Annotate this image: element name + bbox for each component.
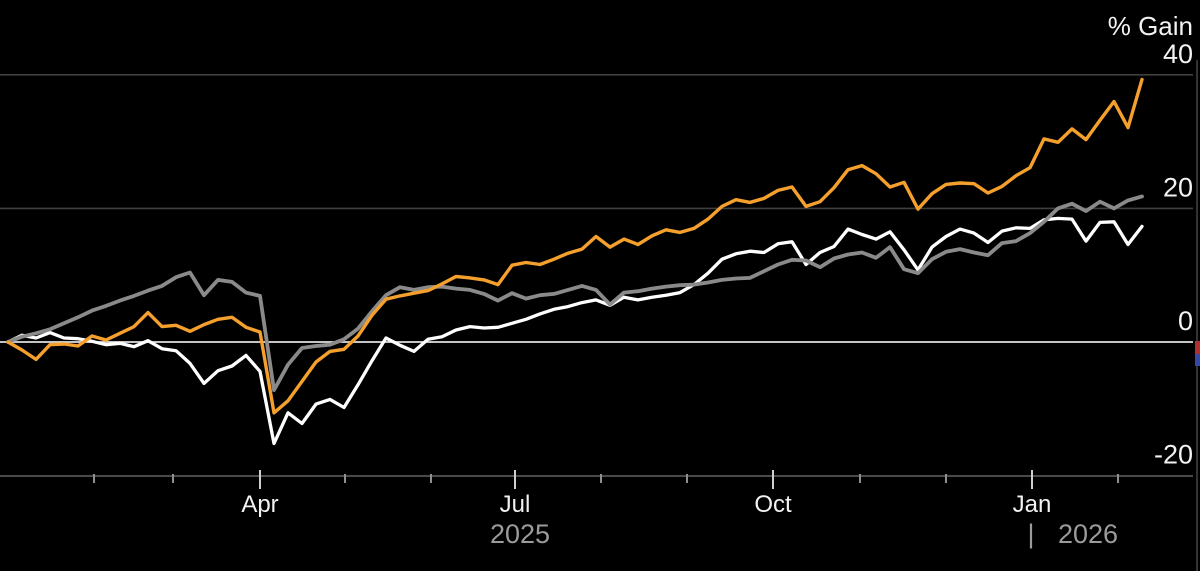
x-month-label-Apr: Apr (241, 491, 278, 518)
y-tick-label-40: 40 (1163, 39, 1193, 69)
y-tick-label-0: 0 (1178, 306, 1193, 336)
right-edge-red-marker-icon (1195, 341, 1200, 354)
y-axis-title: % Gain (1108, 11, 1193, 41)
x-year-label-2025: 2025 (490, 519, 550, 549)
series-line-white (6, 216, 1144, 446)
x-month-label-Jan: Jan (1013, 491, 1052, 518)
x-month-label-Jul: Jul (500, 491, 531, 518)
series-line-gray (6, 194, 1144, 393)
y-tick-label--20: -20 (1154, 440, 1193, 470)
x-year-label-2026: 2026 (1058, 519, 1118, 549)
series-line-orange (6, 77, 1144, 415)
x-month-label-Oct: Oct (754, 491, 792, 518)
right-edge-blue-marker-icon (1195, 354, 1200, 366)
y-tick-label-20: 20 (1163, 172, 1193, 202)
x-year-label-|: | (1027, 519, 1034, 549)
